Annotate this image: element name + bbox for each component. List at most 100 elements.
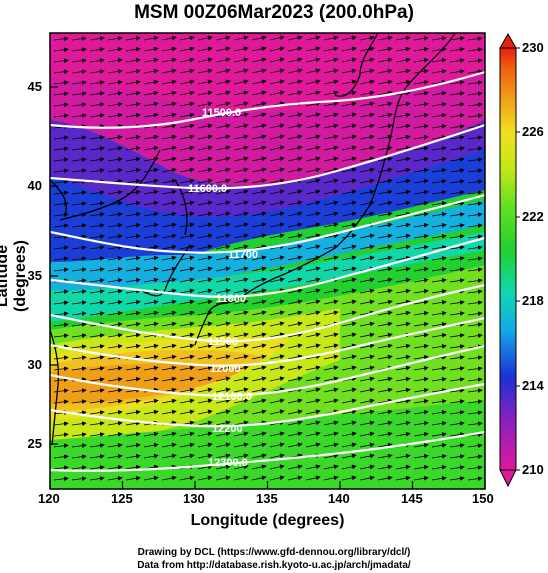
wind-arrow [341,442,357,448]
wind-arrow [287,288,303,294]
wind-arrow [323,178,339,184]
wind-arrow [323,244,339,250]
wind-arrow [377,343,393,349]
wind-arrow [161,255,177,261]
wind-arrow [89,443,105,448]
wind-arrow [341,409,357,415]
wind-arrow [161,156,177,162]
wind-arrow [53,91,69,97]
wind-arrow [125,277,141,283]
wind-arrow [107,410,123,415]
wind-arrow [431,201,447,206]
wind-arrow [305,442,321,448]
wind-arrow [143,134,159,140]
wind-arrow [341,255,357,261]
wind-arrow [143,200,159,206]
wind-arrow [395,156,411,162]
wind-arrow [287,277,303,283]
wind-arrow [341,398,357,404]
wind-arrow [233,101,249,107]
wind-arrow [251,365,267,371]
wind-arrow [161,409,177,415]
colorbar-tick-label: 230 [522,40,544,55]
wind-arrow [377,145,393,151]
wind-arrow [143,354,159,360]
wind-arrow [431,267,447,272]
wind-arrow [107,333,123,338]
wind-arrow [431,102,447,107]
wind-arrow [125,288,141,294]
x-tick-label: 135 [256,491,278,506]
wind-arrow [251,453,267,459]
y-tick-label: 35 [27,268,42,283]
wind-arrow [107,432,123,437]
wind-arrow [287,244,303,250]
wind-arrow [431,278,447,283]
wind-arrow [161,101,177,107]
wind-arrow [233,332,249,338]
wind-arrow [305,57,321,63]
wind-arrow [161,475,177,481]
wind-arrow [215,211,231,217]
wind-arrow [449,69,465,74]
wind-arrow [323,288,339,294]
wind-arrow [377,233,393,239]
wind-arrow [395,398,411,404]
wind-arrow [233,123,249,129]
wind-arrow [413,35,429,41]
wind-arrow [71,91,87,97]
credit-line-1: Drawing by DCL (https://www.gfd-dennou.o… [137,547,411,558]
wind-arrow [359,255,375,261]
y-axis-label: Latitude (degrees) [0,239,29,313]
wind-arrow [467,234,483,240]
wind-arrow [233,310,249,316]
wind-arrow [89,223,105,228]
wind-arrow [377,156,393,162]
wind-arrow [323,343,339,349]
wind-arrow [431,289,447,294]
wind-arrow [323,420,339,426]
wind-arrow [107,201,123,206]
wind-arrow [107,135,123,140]
wind-arrow [125,222,141,228]
wind-arrow [107,267,123,272]
wind-arrow [431,212,447,217]
wind-arrow [449,113,465,118]
wind-arrow [287,134,303,140]
wind-arrow [467,454,483,460]
wind-arrow [323,123,339,129]
wind-arrow [341,321,357,327]
wind-arrow [125,90,141,96]
wind-arrow [431,223,447,228]
wind-arrow [323,233,339,239]
wind-arrow [287,442,303,448]
wind-arrow [251,343,267,349]
wind-arrow [125,178,141,184]
wind-arrow [341,464,357,470]
wind-arrow [449,443,465,448]
wind-arrow [71,465,87,471]
wind-arrow [377,46,393,52]
wind-arrow [341,90,357,96]
wind-arrow [53,476,69,482]
wind-arrow [197,68,213,74]
wind-arrow [395,134,411,140]
wind-arrow [251,90,267,96]
wind-arrow [215,464,231,470]
wind-arrow [377,321,393,327]
wind-arrow [251,266,267,272]
wind-arrow [143,68,159,74]
wind-arrow [359,46,375,52]
wind-arrow [341,475,357,481]
wind-arrow [449,146,465,151]
wind-arrow [341,233,357,239]
wind-arrow [323,145,339,151]
wind-arrow [359,57,375,63]
wind-arrow [251,79,267,85]
axis-ticks [49,86,486,489]
wind-arrow [413,244,429,250]
contour-label: 11700 [228,249,258,261]
wind-arrow [341,244,357,250]
wind-arrow [197,365,213,371]
wind-arrow [287,68,303,74]
